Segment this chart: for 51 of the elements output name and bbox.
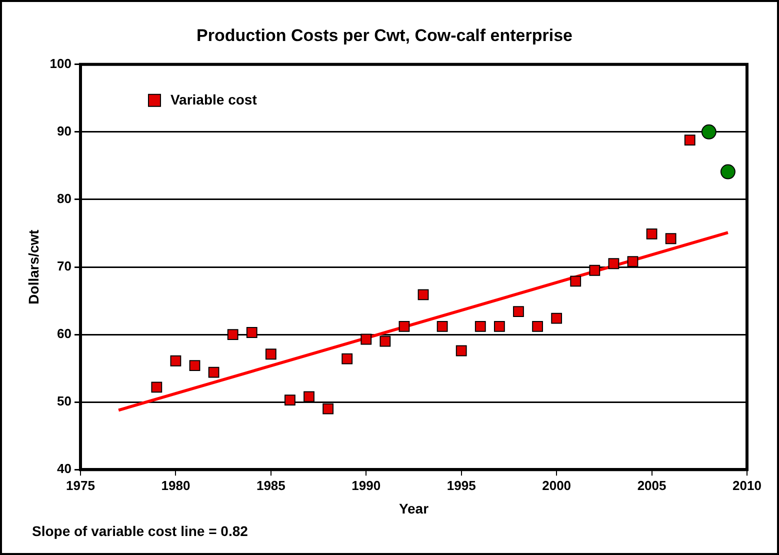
point	[418, 289, 429, 300]
point	[436, 320, 448, 332]
point	[227, 329, 238, 340]
point	[284, 394, 296, 406]
chart-title: Production Costs per Cwt, Cow-calf enterprise	[196, 26, 572, 45]
point	[474, 320, 486, 332]
y-tick-label: 100	[50, 56, 72, 71]
point	[360, 334, 372, 345]
point	[456, 345, 467, 356]
point	[684, 134, 696, 146]
x-tick-label: 2010	[732, 478, 762, 493]
point	[151, 382, 162, 393]
point	[189, 360, 200, 372]
x-tick-label: 1990	[352, 478, 381, 493]
point	[589, 264, 600, 276]
y-axis-title: Dollars/cwt	[25, 229, 42, 304]
point	[265, 348, 276, 360]
text: Slope of variable cost line = 0.82	[32, 523, 248, 539]
x-axis-title: Year	[398, 500, 430, 516]
y-tick-label: 50	[57, 394, 72, 409]
y-tick-label: 40	[57, 461, 72, 476]
point	[246, 327, 258, 338]
x-tick-label: 2005	[637, 478, 666, 493]
point	[380, 336, 391, 347]
point	[322, 403, 334, 414]
x-tick-label: 1985	[256, 478, 286, 493]
y-tick-label: 70	[57, 258, 72, 274]
x-tick-label: 1980	[161, 478, 190, 493]
point	[608, 258, 620, 270]
point	[170, 355, 182, 366]
point	[665, 233, 676, 244]
point	[398, 320, 410, 332]
point	[720, 164, 736, 180]
y-tick-label: 90	[57, 124, 72, 139]
legend-label: Variable cost	[170, 91, 258, 108]
x-tick-label: 1995	[446, 478, 476, 493]
point	[646, 228, 658, 240]
point	[627, 256, 638, 268]
point	[208, 366, 220, 378]
x-tick-label: 1975	[66, 478, 95, 493]
point	[494, 320, 505, 332]
point	[342, 353, 353, 364]
point	[570, 276, 582, 287]
point	[532, 320, 543, 332]
point	[701, 124, 716, 140]
point	[551, 312, 562, 324]
point	[513, 306, 524, 318]
y-tick-label: 80	[57, 191, 72, 206]
point	[304, 391, 314, 402]
y-tick-label: 60	[57, 326, 72, 342]
x-tick-label: 2000	[542, 478, 572, 493]
